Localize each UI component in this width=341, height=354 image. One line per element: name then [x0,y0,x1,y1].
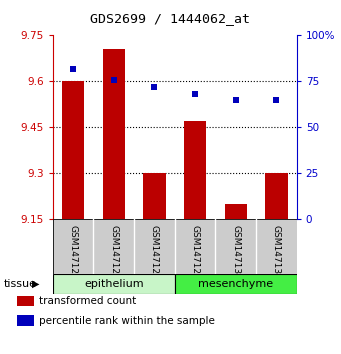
Bar [265,173,287,219]
Text: epithelium: epithelium [84,279,144,289]
Text: percentile rank within the sample: percentile rank within the sample [39,316,215,326]
Text: tissue: tissue [3,279,36,289]
Text: GSM147130: GSM147130 [231,225,240,280]
Bar [224,204,247,219]
Text: GDS2699 / 1444062_at: GDS2699 / 1444062_at [90,12,251,25]
Text: ▶: ▶ [32,279,40,289]
Text: GSM147125: GSM147125 [69,225,78,280]
Bar [17,315,34,326]
Text: GSM147127: GSM147127 [109,225,118,280]
Bar [143,173,166,219]
Bar [103,49,125,219]
Bar [184,121,206,219]
Bar [175,274,297,294]
Text: GSM147128: GSM147128 [150,225,159,280]
Bar [62,81,84,219]
Text: transformed count: transformed count [39,296,136,306]
Bar [17,295,34,306]
Bar [53,274,175,294]
Text: mesenchyme: mesenchyme [198,279,273,289]
Text: GSM147129: GSM147129 [191,225,199,280]
Text: GSM147132: GSM147132 [272,225,281,280]
